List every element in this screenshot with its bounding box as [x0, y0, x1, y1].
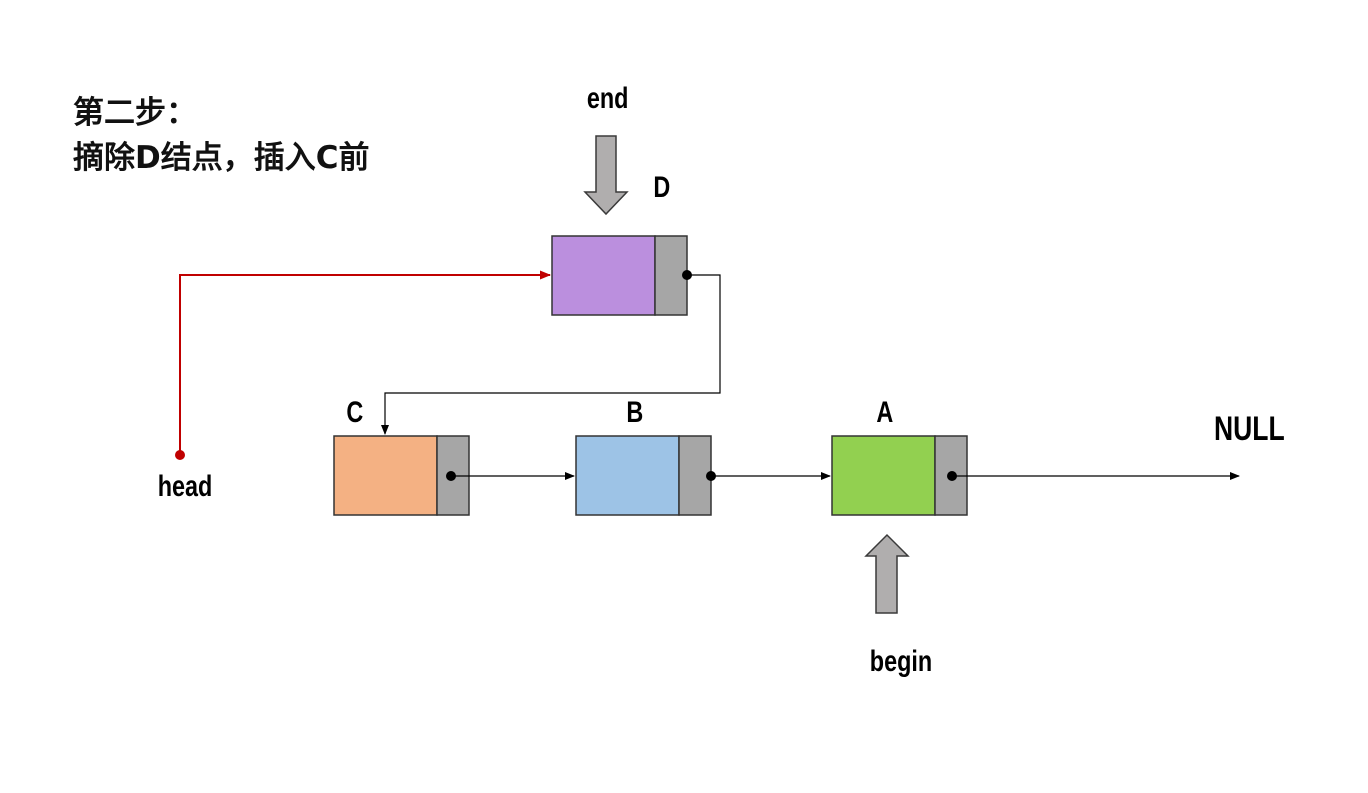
link-d-to-c — [381, 274, 721, 435]
begin-label: begin — [869, 645, 933, 678]
head-link — [179, 270, 551, 455]
node-b-label: B — [626, 396, 644, 429]
node-c-data-cell — [333, 435, 438, 516]
begin-arrow-icon — [864, 533, 910, 614]
node-d-next-cell — [654, 235, 688, 316]
node-c-label: C — [346, 396, 364, 429]
node-a — [831, 435, 968, 516]
node-d-data-cell — [551, 235, 656, 316]
node-a-label: A — [876, 396, 894, 429]
end-label: end — [586, 82, 629, 115]
node-d — [551, 235, 692, 316]
step-title: 第二步： — [73, 95, 197, 131]
head-dot — [175, 450, 185, 460]
node-b-data-cell — [575, 435, 680, 516]
null-label: NULL — [1213, 410, 1285, 448]
head-label: head — [157, 470, 213, 503]
end-arrow-icon — [583, 135, 629, 216]
node-b-next-cell — [678, 435, 712, 516]
step-description: 摘除D结点，插入C前 — [73, 140, 370, 176]
node-a-data-cell — [831, 435, 936, 516]
node-d-label: D — [653, 171, 671, 204]
node-c — [333, 435, 470, 516]
node-b — [575, 435, 716, 516]
